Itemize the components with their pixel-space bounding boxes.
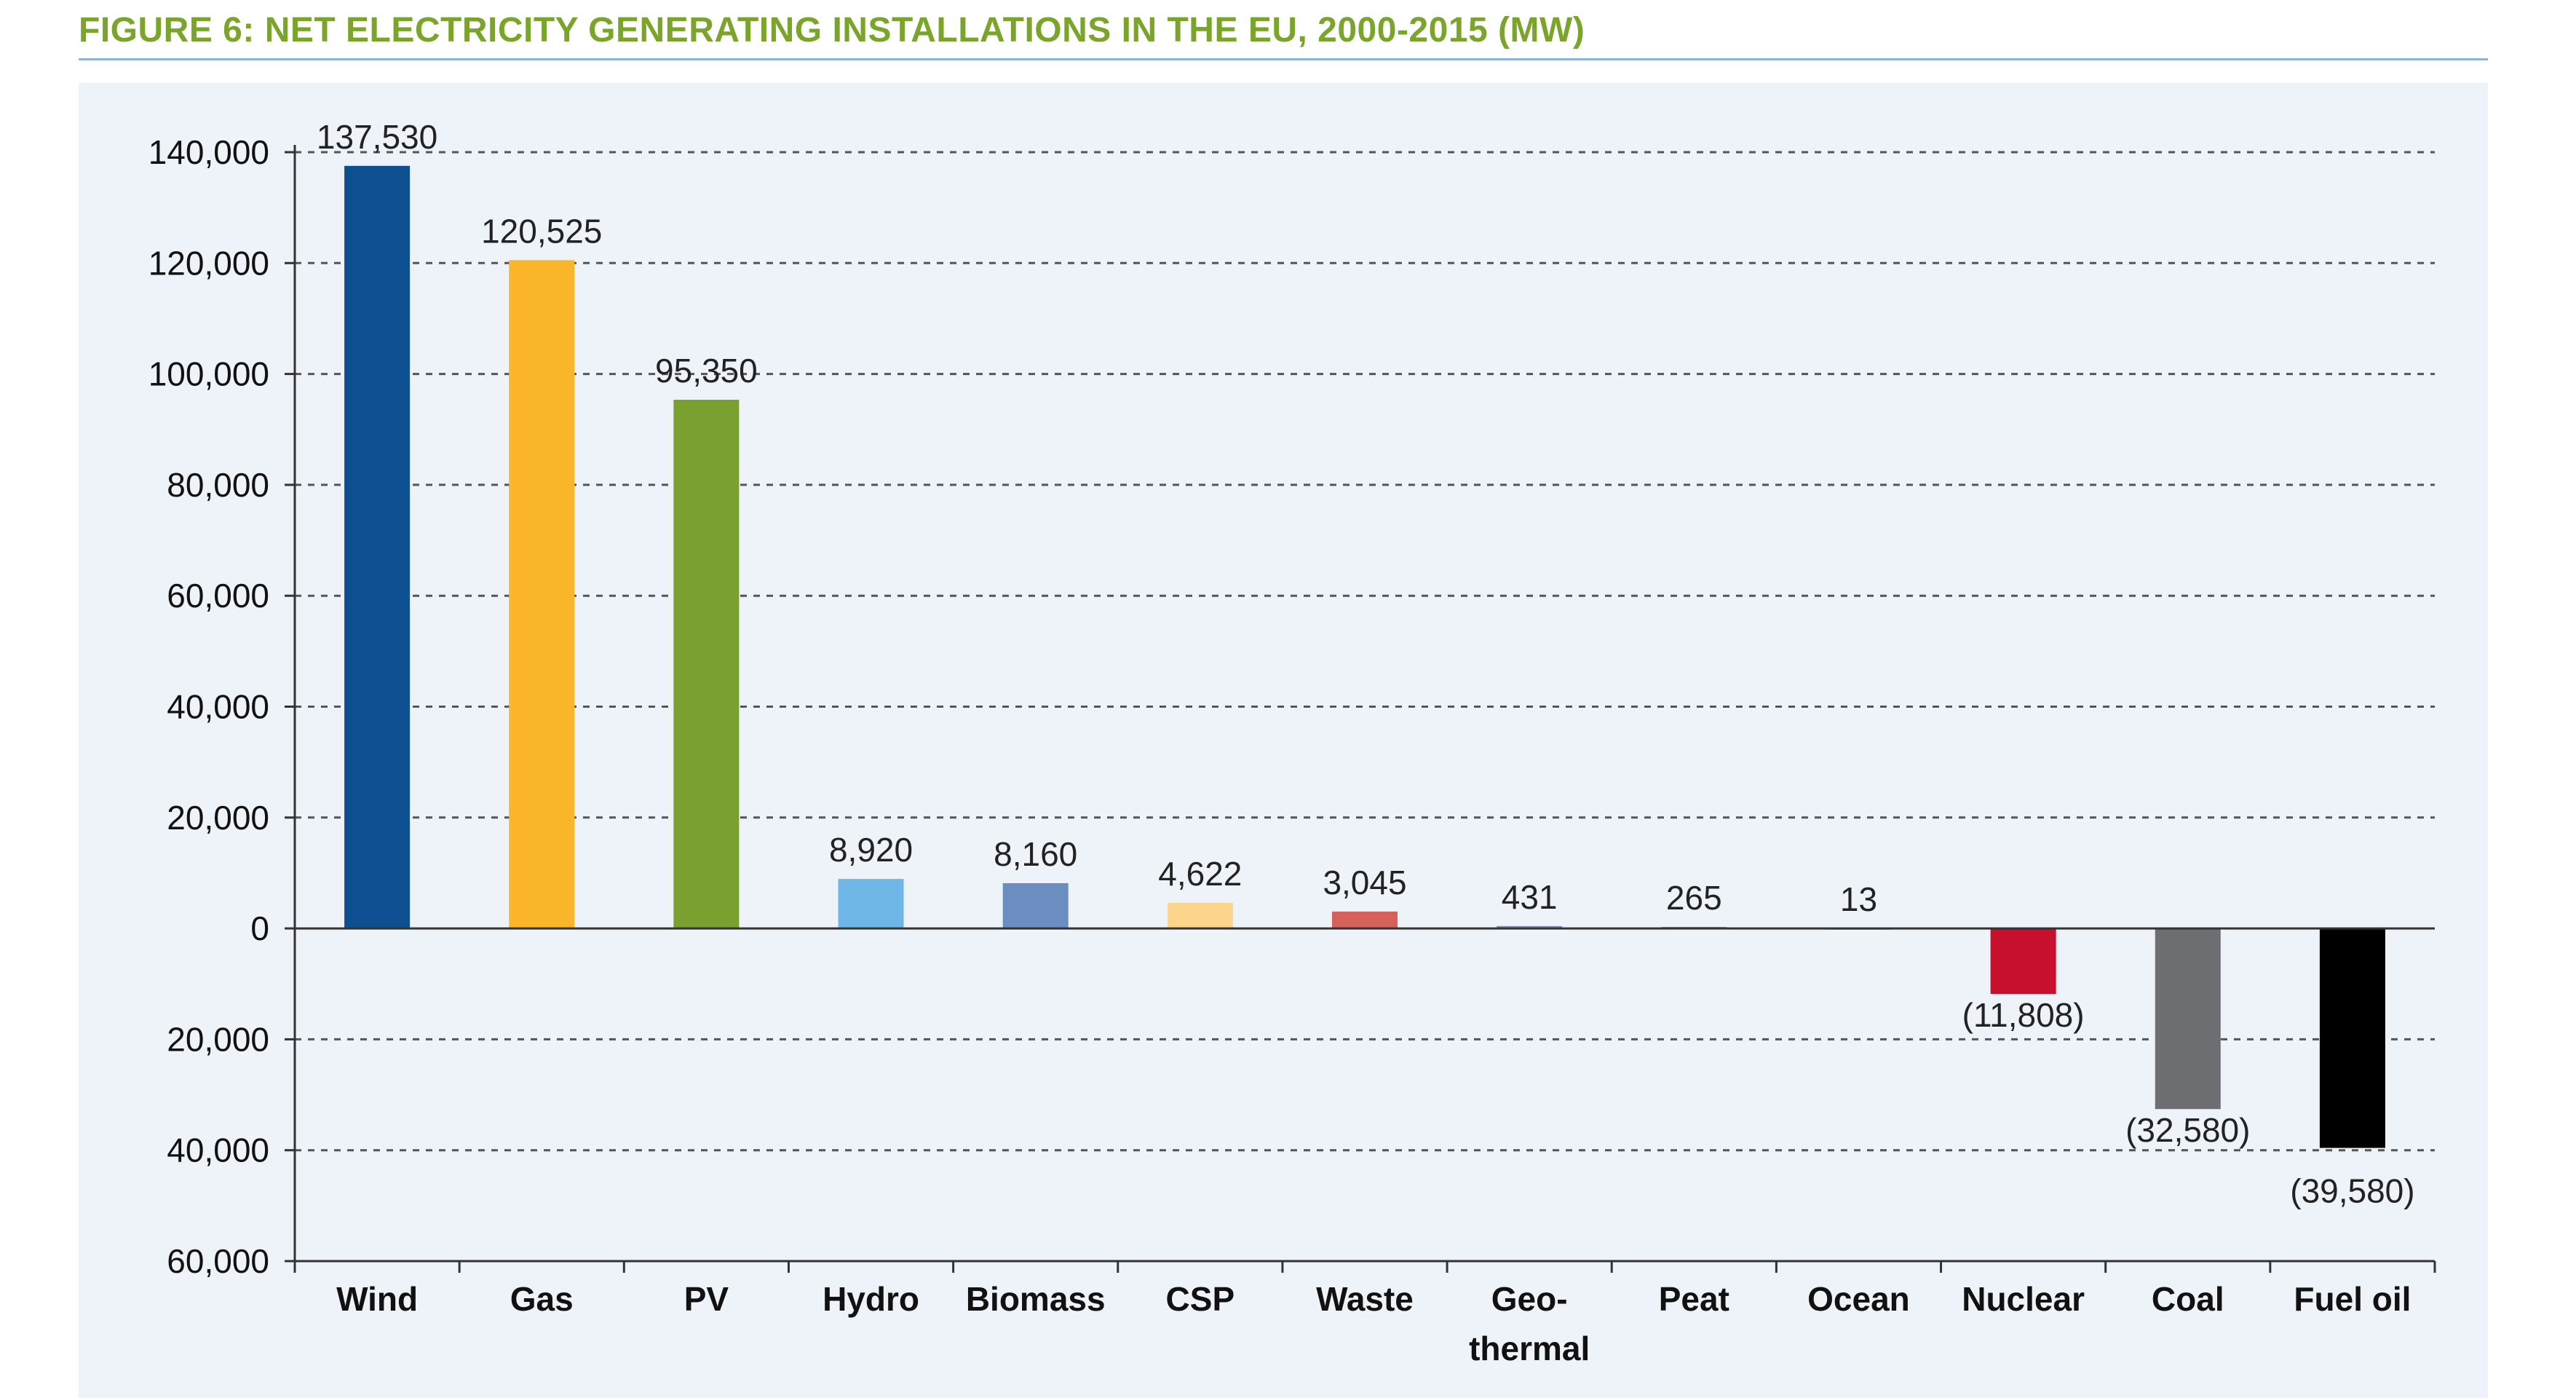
data-label: 265 bbox=[1666, 879, 1722, 917]
gridlines bbox=[295, 151, 2435, 1263]
data-label: (11,808) bbox=[1962, 996, 2085, 1034]
bar-5 bbox=[1002, 882, 1069, 929]
y-tick-label: 40,000 bbox=[167, 688, 269, 726]
data-label: 13 bbox=[1840, 880, 1877, 918]
y-tick-label: 60,000 bbox=[167, 577, 269, 615]
bar-2 bbox=[509, 260, 575, 929]
x-category-label: Biomass bbox=[966, 1280, 1106, 1318]
x-category-label: Peat bbox=[1659, 1280, 1729, 1318]
x-category-label: CSP bbox=[1166, 1280, 1235, 1318]
x-category-label: Nuclear bbox=[1962, 1280, 2085, 1318]
data-label: 431 bbox=[1502, 878, 1558, 916]
bar-4 bbox=[838, 879, 904, 929]
y-tick-label: 120,000 bbox=[148, 244, 269, 282]
y-tick-label: 40,000 bbox=[167, 1132, 269, 1169]
y-tick-label: 0 bbox=[250, 909, 269, 947]
x-category-label: Fuel oil bbox=[2294, 1280, 2411, 1318]
bars bbox=[344, 165, 2385, 1148]
bar-1 bbox=[344, 165, 411, 929]
y-tick-label: 100,000 bbox=[148, 355, 269, 393]
title-rule bbox=[79, 58, 2488, 60]
data-label: 3,045 bbox=[1323, 864, 1406, 901]
x-category-label: Geo-thermal bbox=[1469, 1280, 1590, 1367]
y-tick-label: 140,000 bbox=[148, 133, 269, 171]
bar-6 bbox=[1167, 902, 1233, 929]
y-tick-label: 60,000 bbox=[167, 1242, 269, 1280]
x-category-label: Coal bbox=[2152, 1280, 2224, 1318]
bar-7 bbox=[1332, 911, 1398, 929]
plot-background bbox=[79, 83, 2488, 1398]
data-label: (39,580) bbox=[2290, 1172, 2414, 1210]
data-label: 4,622 bbox=[1158, 855, 1242, 893]
y-tick-label: 20,000 bbox=[167, 799, 269, 837]
x-category-label: Hydro bbox=[823, 1280, 919, 1318]
axes bbox=[285, 145, 2436, 1273]
bar-3 bbox=[673, 400, 740, 929]
x-category-label: Ocean bbox=[1807, 1280, 1910, 1318]
x-category-label: Waste bbox=[1316, 1280, 1414, 1318]
figure-title: FIGURE 6: NET ELECTRICITY GENERATING INS… bbox=[79, 11, 1585, 50]
labels: 140,000 120,000 100,000 80,000 60,000 40,000 2… bbox=[148, 118, 2415, 1367]
x-category-label: Gas bbox=[510, 1280, 574, 1318]
y-tick-label: 80,000 bbox=[167, 466, 269, 504]
bar-12 bbox=[2155, 928, 2221, 1110]
data-label: (32,580) bbox=[2125, 1111, 2250, 1149]
bar-11 bbox=[1990, 928, 2056, 995]
data-label: 120,525 bbox=[481, 212, 602, 250]
data-label: 137,530 bbox=[317, 118, 437, 156]
x-category-label: Wind bbox=[336, 1280, 418, 1318]
data-label: 95,350 bbox=[655, 352, 758, 390]
bar-8 bbox=[1497, 925, 1563, 929]
x-category-label: PV bbox=[684, 1280, 729, 1318]
data-label: 8,920 bbox=[829, 831, 913, 869]
y-tick-label: 20,000 bbox=[167, 1020, 269, 1058]
data-label: 8,160 bbox=[994, 835, 1077, 873]
bar-13 bbox=[2319, 928, 2385, 1148]
